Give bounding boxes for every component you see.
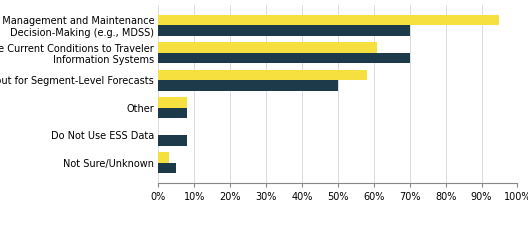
Bar xyxy=(158,15,499,25)
Bar xyxy=(158,53,410,63)
Bar xyxy=(158,108,187,118)
Bar xyxy=(158,135,187,146)
Bar xyxy=(158,70,366,80)
Bar xyxy=(158,97,187,108)
Bar xyxy=(158,80,338,91)
Bar xyxy=(158,25,410,36)
Bar xyxy=(158,42,378,53)
Bar xyxy=(158,163,176,173)
Bar xyxy=(158,152,169,163)
